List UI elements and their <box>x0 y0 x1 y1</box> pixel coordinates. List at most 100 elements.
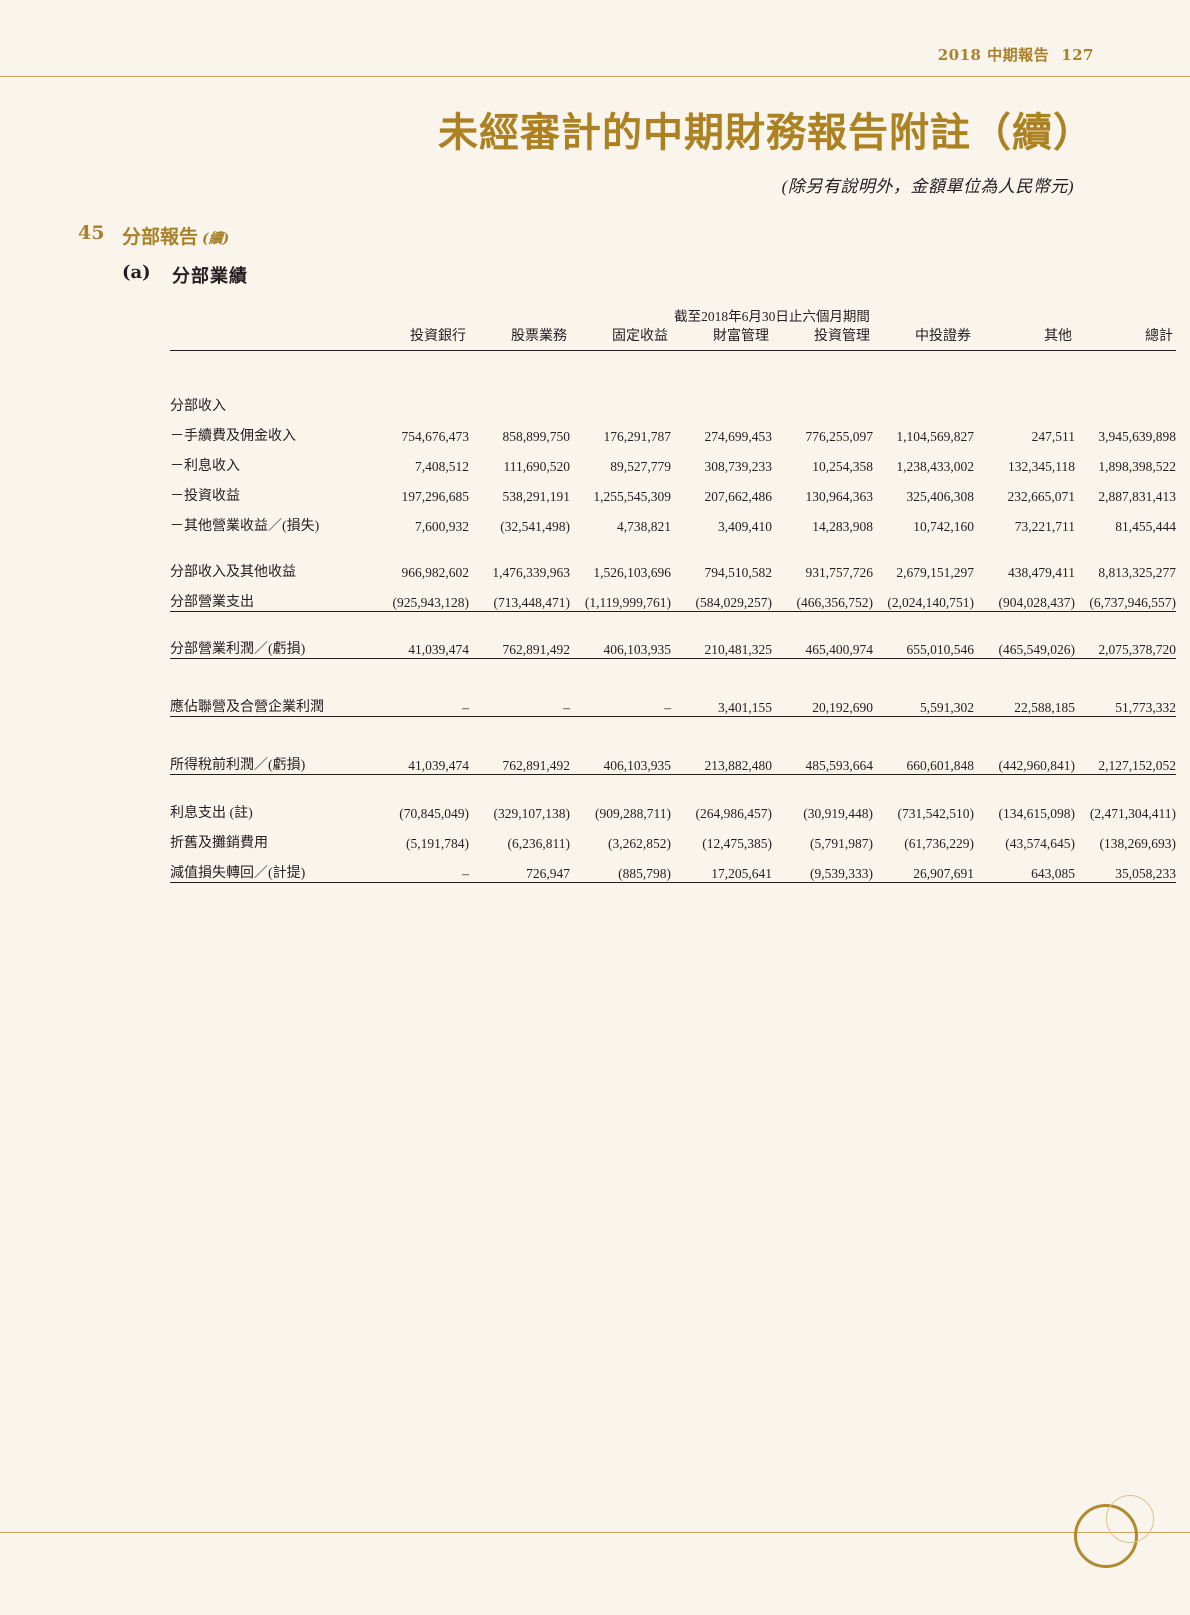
cell-value: 26,907,691 <box>913 866 974 881</box>
cell-value: 2,075,378,720 <box>1098 642 1176 657</box>
table-row: 減值損失轉回／(計提) – 726,947 (885,798) 17,205,641 (9… <box>170 852 1176 883</box>
cell-value <box>772 385 873 415</box>
table-row: －手續費及佣金收入 754,676,473 858,899,750 176,291,7… <box>170 415 1176 445</box>
cell-value: 726,947 <box>526 866 570 881</box>
cell-value: (909,288,711) <box>595 806 671 821</box>
cell-value: 485,593,664 <box>805 758 874 773</box>
cell-value: (61,736,229) <box>904 836 974 851</box>
section-number: 45 <box>78 222 105 244</box>
cell-value: (12,475,385) <box>702 836 772 851</box>
cell-value: 176,291,787 <box>603 429 672 444</box>
segment-results-table-wrap: 截至2018年6月30日止六個月期間 投資銀行 股票業務 固定收益 財富管理 投資管理 中投… <box>170 305 1176 884</box>
cell-value: 643,085 <box>1031 866 1075 881</box>
cell-value: 660,601,848 <box>906 758 975 773</box>
cell-value: (134,615,098) <box>998 806 1076 821</box>
cell-value: 130,964,363 <box>805 489 874 504</box>
cell-value: 35,058,233 <box>1115 866 1176 881</box>
cell-value: 3,409,410 <box>718 519 772 534</box>
cell-value: 776,255,097 <box>805 429 874 444</box>
table-rule <box>170 716 1176 718</box>
report-year-label: 2018 中期報告 <box>937 46 1050 64</box>
cell-value: 73,221,711 <box>1014 519 1075 534</box>
cell-value: (731,542,510) <box>897 806 975 821</box>
cell-value <box>469 385 570 415</box>
cell-value: (713,448,471) <box>469 581 570 612</box>
cell-value: 406,103,935 <box>603 642 672 657</box>
cell-value: 10,742,160 <box>913 519 974 534</box>
row-label: 所得稅前利潤／(虧損) <box>170 758 306 773</box>
cell-value: (1,119,999,761) <box>570 581 671 612</box>
cell-value: (329,107,138) <box>493 806 571 821</box>
cell-value: 274,699,453 <box>704 429 773 444</box>
cell-value: 2,679,151,297 <box>896 565 974 580</box>
cell-value: 111,690,520 <box>503 459 571 474</box>
table-row: 分部營業利潤／(虧損) 41,039,474 762,891,492 406,103,… <box>170 628 1176 659</box>
cell-value: 4,738,821 <box>617 519 671 534</box>
cell-value: (904,028,437) <box>974 581 1075 612</box>
page-title: 未經審計的中期財務報告附註（續） <box>438 109 1094 156</box>
cell-value: (885,798) <box>618 866 671 881</box>
cell-value: (6,236,811) <box>507 836 571 851</box>
row-label: －其他營業收益／(損失) <box>170 519 320 534</box>
cell-value: 1,255,545,309 <box>593 489 671 504</box>
table-rule <box>170 882 1176 884</box>
column-header-7: 總計 <box>1075 325 1176 351</box>
cell-value: 197,296,685 <box>401 489 470 504</box>
table-row: 應佔聯營及合營企業利潤 – – – 3,401,155 20,192,690 5,591,3… <box>170 686 1176 717</box>
cell-value: 81,455,444 <box>1115 519 1176 534</box>
table-row: －其他營業收益／(損失) 7,600,932 (32,541,498) 4,738,8… <box>170 505 1176 535</box>
table-row: 利息支出 (註) (70,845,049) (329,107,138) (909,28… <box>170 792 1176 822</box>
table-row: 分部收入及其他收益 966,982,602 1,476,339,963 1,526,1… <box>170 551 1176 581</box>
row-spacer <box>170 535 1176 551</box>
row-label: 分部營業支出 <box>170 581 368 612</box>
cell-value: (925,943,128) <box>368 581 469 612</box>
section-continued-marker: (續) <box>202 231 230 247</box>
segment-results-table: 截至2018年6月30日止六個月期間 投資銀行 股票業務 固定收益 財富管理 投資管理 中投… <box>170 305 1176 884</box>
section-title: 分部報告 (續) <box>122 222 229 249</box>
cell-value: 14,283,908 <box>812 519 873 534</box>
period-caption: 截至2018年6月30日止六個月期間 <box>674 309 870 324</box>
footer-divider <box>0 1532 1190 1533</box>
cell-value: (70,845,049) <box>399 806 469 821</box>
row-label: －投資收益 <box>170 489 240 504</box>
cell-value: 966,982,602 <box>401 565 470 580</box>
cell-value <box>570 385 671 415</box>
column-header-2: 固定收益 <box>570 325 671 351</box>
row-spacer <box>170 776 1176 792</box>
table-rule <box>170 658 1176 660</box>
cell-value: 325,406,308 <box>906 489 975 504</box>
row-label: 應佔聯營及合營企業利潤 <box>170 700 324 715</box>
cell-value: 20,192,690 <box>812 700 873 715</box>
cell-value: 438,479,411 <box>1008 565 1075 580</box>
subsection-title: 分部業績 <box>172 266 248 287</box>
cell-value: – <box>462 866 469 881</box>
row-label: 折舊及攤銷費用 <box>170 836 268 851</box>
cell-value: (264,986,457) <box>695 806 773 821</box>
table-row: －投資收益 197,296,685 538,291,191 1,255,545,309… <box>170 475 1176 505</box>
row-label: 分部營業利潤／(虧損) <box>170 642 306 657</box>
column-header-3: 財富管理 <box>671 325 772 351</box>
cell-value: 3,401,155 <box>718 700 772 715</box>
cell-value: (442,960,841) <box>998 758 1076 773</box>
cell-value: 207,662,486 <box>704 489 773 504</box>
cell-value: 10,254,358 <box>812 459 873 474</box>
cell-value: (138,269,693) <box>1099 836 1177 851</box>
cell-value: (2,471,304,411) <box>1089 806 1176 821</box>
row-label: －手續費及佣金收入 <box>170 429 296 444</box>
cell-value: (466,356,752) <box>772 581 873 612</box>
column-header-1: 股票業務 <box>469 325 570 351</box>
cell-value: 538,291,191 <box>502 489 571 504</box>
cell-value: 1,526,103,696 <box>593 565 671 580</box>
cell-value: 210,481,325 <box>704 642 773 657</box>
table-row: 折舊及攤銷費用 (5,191,784) (6,236,811) (3,262,852)… <box>170 822 1176 852</box>
row-label: 分部收入及其他收益 <box>170 565 296 580</box>
row-spacer <box>170 660 1176 686</box>
table-row: 分部營業支出 (925,943,128) (713,448,471) (1,119,9… <box>170 581 1176 612</box>
cell-value: 1,476,339,963 <box>492 565 570 580</box>
cell-value: 858,899,750 <box>502 429 571 444</box>
row-spacer <box>170 718 1176 744</box>
cell-value: 22,588,185 <box>1014 700 1075 715</box>
cell-value: 17,205,641 <box>711 866 772 881</box>
column-header-5: 中投證券 <box>873 325 974 351</box>
cell-value: – <box>664 700 671 715</box>
